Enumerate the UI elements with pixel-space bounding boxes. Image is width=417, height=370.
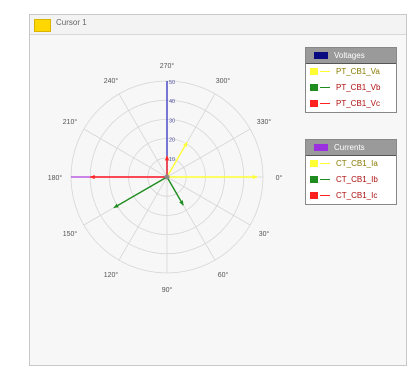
phasor-pt-cb1-vb-head [113, 203, 119, 208]
window-titlebar[interactable]: Cursor 1 [30, 15, 406, 35]
grid-spoke [83, 128, 168, 178]
grid-spoke [166, 128, 251, 178]
legend-label: CT_CB1_Ia [336, 159, 378, 168]
phasor-ct-cb1-ic-head [90, 174, 95, 180]
legend-label: PT_CB1_Vb [336, 83, 381, 92]
phasor-diagram: 0° 30° 60° 90° 120° 150° 180° 210° 240° 270° 300° 3… [48, 62, 283, 294]
legend-line [320, 179, 330, 180]
angle-label: 330° [257, 118, 272, 126]
radial-tick-label: 10 [169, 157, 175, 163]
legend-header-swatch [314, 52, 328, 59]
legend-item-pt-cb1-vb[interactable]: PT_CB1_Vb [306, 80, 396, 96]
legend-swatch [310, 192, 318, 199]
legend-item-pt-cb1-vc[interactable]: PT_CB1_Vc [306, 96, 396, 112]
legend-item-pt-cb1-va[interactable]: PT_CB1_Va [306, 64, 396, 80]
legend-swatch [310, 176, 318, 183]
angle-label: 60° [218, 271, 229, 279]
phasor-pt-cb1-va [166, 141, 188, 178]
legend-line [320, 163, 330, 164]
legend-label: PT_CB1_Vc [336, 99, 381, 108]
grid-spoke [166, 176, 251, 226]
legend-swatch [310, 68, 318, 75]
legend-header-currents: Currents [306, 140, 396, 156]
grid-spoke [118, 93, 168, 178]
angle-label: 90° [162, 286, 173, 294]
phasor-pt-cb1-vb [113, 176, 168, 209]
legend-title-voltages: Voltages [334, 51, 365, 60]
cursor-color-swatch [34, 19, 51, 32]
legend-label: PT_CB1_Va [336, 67, 380, 76]
legend-line [320, 87, 330, 88]
radial-tick-label: 50 [169, 80, 175, 86]
radial-tick-label: 30 [169, 118, 175, 124]
phasor-pt-cb1-va-head [183, 142, 188, 148]
legend-line [320, 103, 330, 104]
angle-label: 120° [104, 271, 119, 279]
grid-spoke [118, 176, 168, 261]
window-title: Cursor 1 [56, 18, 87, 27]
legend-header-voltages: Voltages [306, 48, 396, 64]
angle-label: 300° [216, 77, 231, 85]
radial-tick-label: 40 [169, 99, 175, 105]
legend-item-ct-cb1-ic[interactable]: CT_CB1_Ic [306, 188, 396, 204]
angle-label: 30° [259, 230, 270, 238]
angle-label: 240° [104, 77, 119, 85]
legend-currents: Currents CT_CB1_Ia CT_CB1_Ib CT_CB1_Ic [305, 139, 397, 205]
phasor-ct-cb1-ib-head [179, 200, 184, 206]
legend-line [320, 71, 330, 72]
angle-label: 150° [63, 230, 78, 238]
phasor-ct-cb1-ib [166, 176, 184, 206]
legend-title-currents: Currents [334, 143, 365, 152]
legend-swatch [310, 100, 318, 107]
legend-item-ct-cb1-ia[interactable]: CT_CB1_Ia [306, 156, 396, 172]
legend-line [320, 195, 330, 196]
angle-label: 270° [160, 62, 175, 70]
phasor-ct-cb1-ia-head [252, 174, 258, 180]
legend-swatch [310, 84, 318, 91]
angle-label: 210° [63, 118, 78, 126]
legend-swatch [310, 160, 318, 167]
angle-label: 0° [276, 174, 283, 182]
origin-point [164, 174, 170, 180]
radial-tick-label: 20 [169, 138, 175, 144]
legend-voltages: Voltages PT_CB1_Va PT_CB1_Vb PT_CB1_Vc [305, 47, 397, 113]
legend-label: CT_CB1_Ic [336, 191, 378, 200]
legend-item-ct-cb1-ib[interactable]: CT_CB1_Ib [306, 172, 396, 188]
legend-label: CT_CB1_Ib [336, 175, 378, 184]
phasor-pt-cb1-vc-head [164, 155, 170, 161]
legend-header-swatch [314, 144, 328, 151]
angle-label: 180° [48, 174, 63, 182]
cursor-window: Cursor 1 0° 30° 60° 90° 120° 150° 180° 210° 240°… [29, 14, 407, 366]
